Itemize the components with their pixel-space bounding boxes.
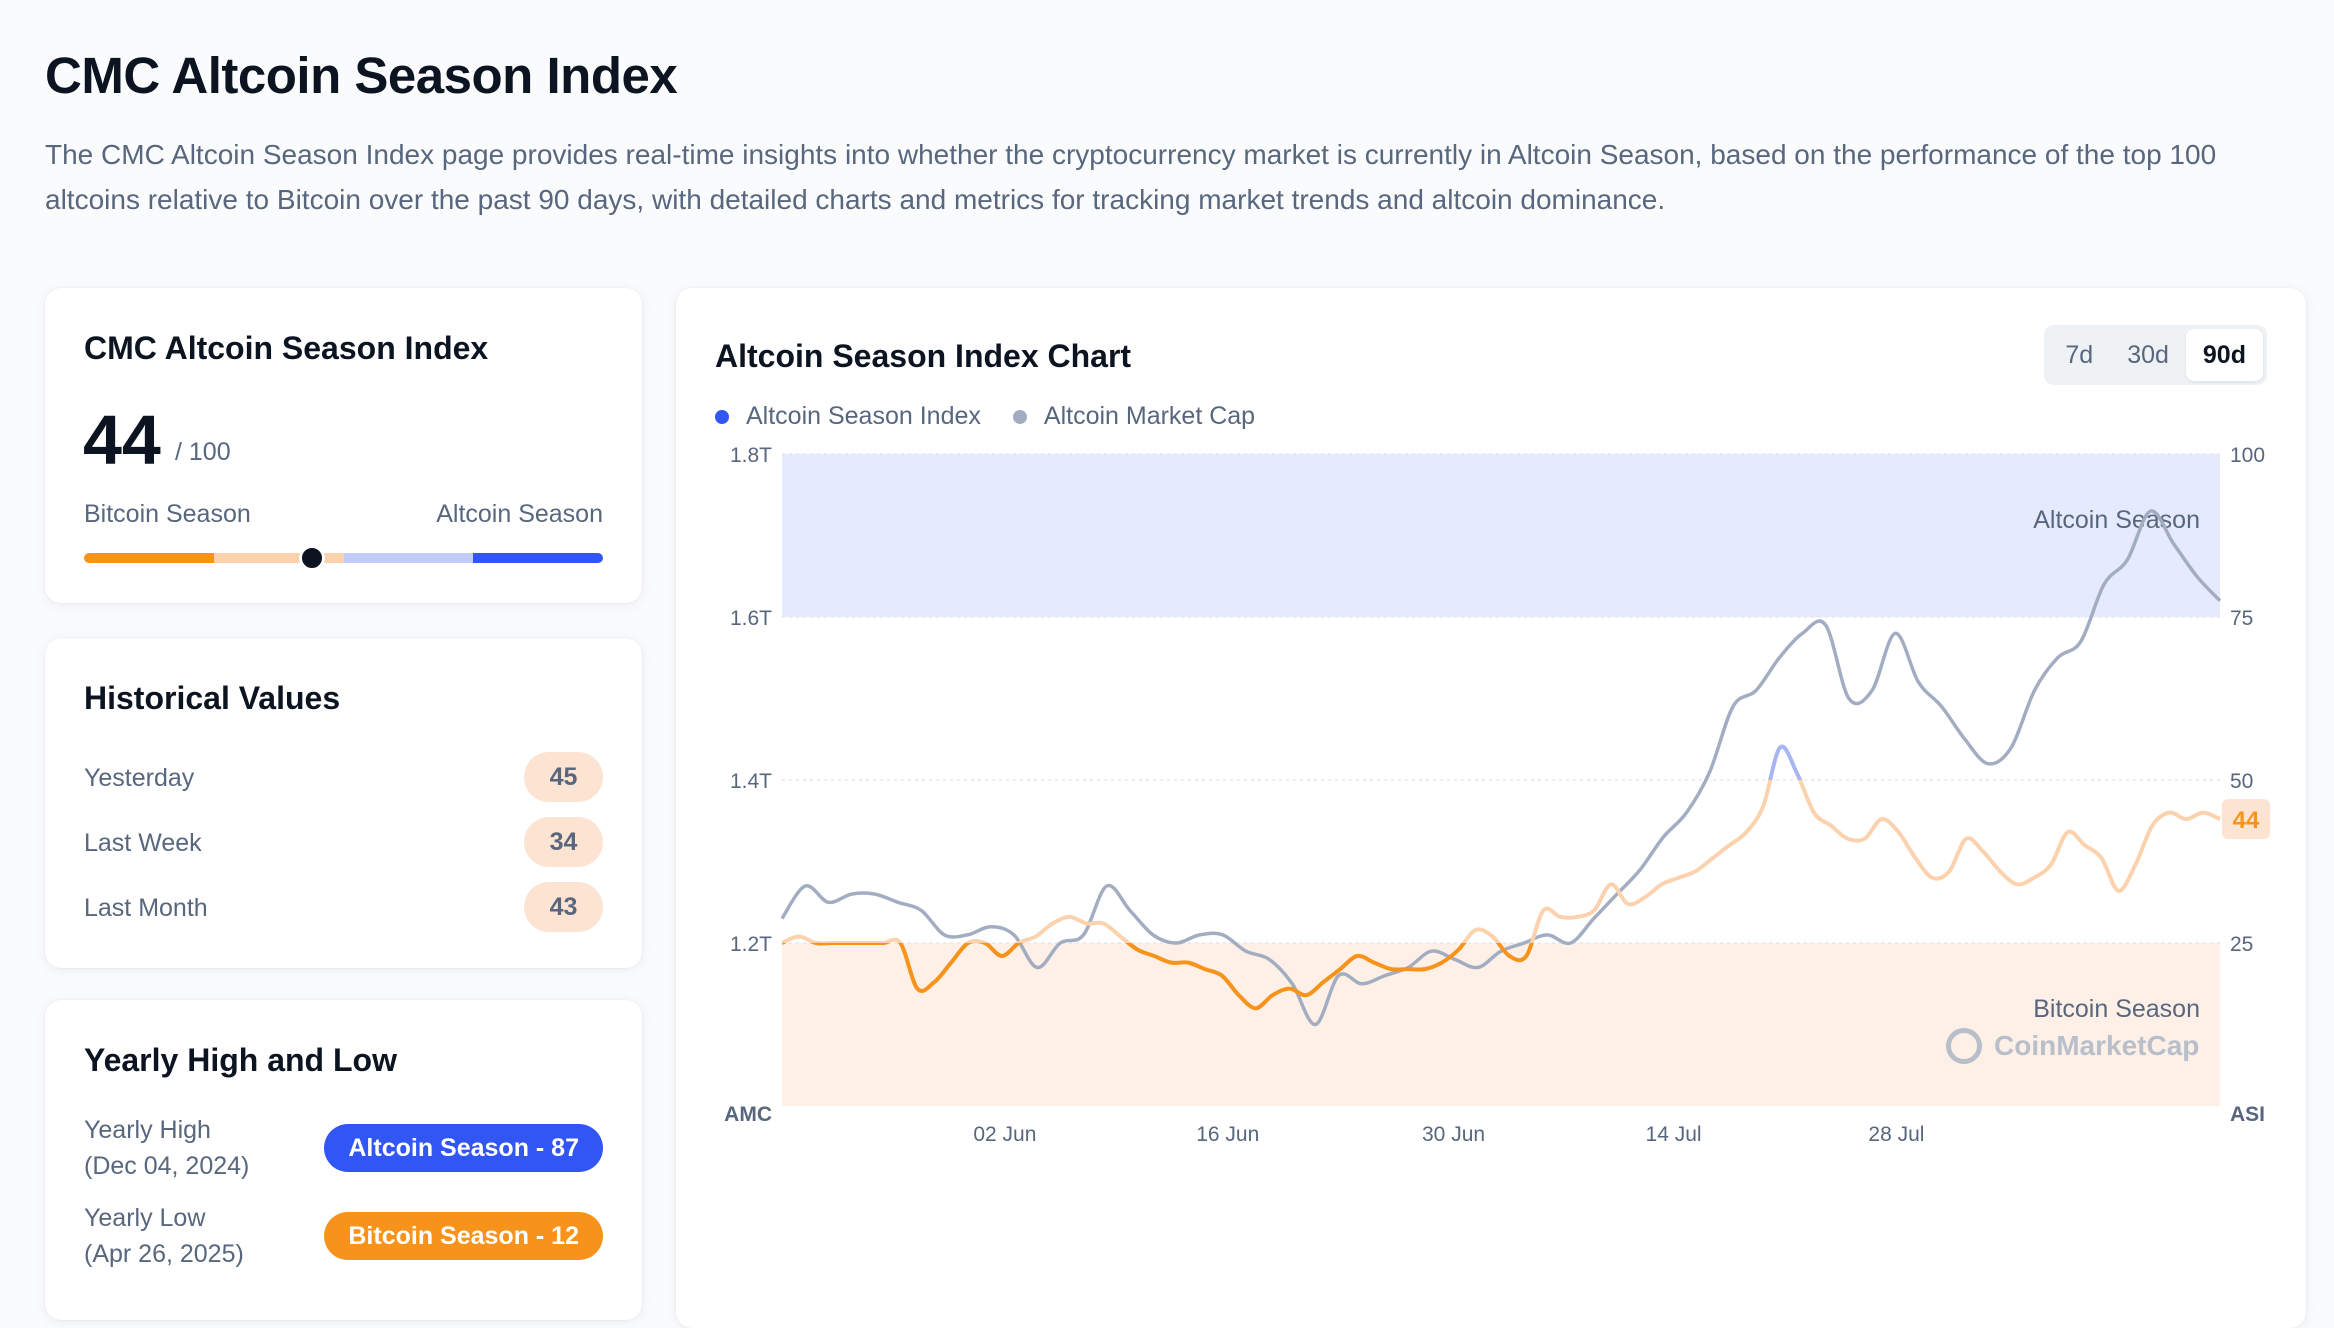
yearly-low-date: (Apr 26, 2025)	[84, 1240, 244, 1268]
legend-dot-grey	[1012, 409, 1027, 424]
historical-label: Yesterday	[84, 764, 195, 792]
tab-90d[interactable]: 90d	[2185, 329, 2263, 381]
x-tick-label: 02 Jun	[973, 1123, 1036, 1146]
legend-item-market-cap[interactable]: Altcoin Market Cap	[1012, 402, 1256, 431]
altcoin-season-chart: Altcoin Season Bitcoin Season 1.2T 1.4T 1.6T…	[724, 444, 2270, 1146]
y-left-tick-label: 1.2T	[730, 933, 772, 956]
page-title: CMC Altcoin Season Index	[45, 47, 678, 104]
altcoin-season-index-card: CMC Altcoin Season Index 44 / 100 Bitcoi…	[45, 288, 642, 603]
watermark-text: CoinMarketCap	[1994, 1030, 2200, 1061]
tab-30d[interactable]: 30d	[2127, 341, 2169, 369]
x-tick-label: 14 Jul	[1646, 1123, 1702, 1146]
y-left-tick-label: 1.4T	[730, 770, 772, 793]
historical-value-pill: 34	[524, 817, 603, 867]
altcoin-season-band	[782, 454, 2220, 617]
yearly-high-label: Yearly High (Dec 04, 2024)	[84, 1116, 250, 1180]
y-right-axis-label: ASI	[2230, 1103, 2265, 1126]
coinmarketcap-watermark: CoinMarketCap	[1946, 1028, 2199, 1064]
x-tick-label: 28 Jul	[1868, 1123, 1924, 1146]
legend-item-asi[interactable]: Altcoin Season Index	[715, 402, 981, 431]
legend-dot-blue	[715, 409, 729, 424]
yearly-high-badge: Altcoin Season - 87	[324, 1124, 603, 1172]
bitcoin-season-band	[782, 943, 2220, 1106]
y-left-tick-label: 1.8T	[730, 444, 772, 467]
index-card-title: CMC Altcoin Season Index	[84, 330, 489, 366]
x-tick-label: 30 Jun	[1422, 1123, 1485, 1146]
x-tick-label: 16 Jun	[1196, 1123, 1259, 1146]
y-right-tick-label: 100	[2230, 444, 2265, 467]
y-right-tick-label: 75	[2230, 607, 2253, 630]
yearly-low-badge: Bitcoin Season - 12	[324, 1212, 603, 1260]
tab-7d[interactable]: 7d	[2065, 341, 2094, 369]
gauge-knob	[299, 545, 326, 571]
coinmarketcap-logo-icon	[1946, 1028, 1982, 1064]
season-gauge	[84, 545, 603, 571]
chart-card: Altcoin Season Bitcoin Season 1.2T 1.4T 1.6T…	[676, 288, 2306, 1328]
current-value-tag	[2222, 799, 2270, 840]
historical-label: Last Month	[84, 894, 208, 922]
yearly-high-row: Yearly High (Dec 04, 2024) Altcoin Season…	[84, 1112, 603, 1184]
historical-values-card: Historical Values Yesterday 45 Last Week…	[45, 638, 642, 968]
altcoin-season-label: Altcoin Season	[436, 500, 603, 528]
historical-row-yesterday: Yesterday 45	[84, 752, 603, 802]
chart-legend: Altcoin Season Index Altcoin Market Cap	[715, 402, 1287, 431]
yearly-high-low-card: Yearly High and Low Yearly High (Dec 04, …	[45, 1000, 642, 1320]
y-right-tick-label: 25	[2230, 933, 2253, 956]
bitcoin-season-label: Bitcoin Season	[84, 500, 251, 528]
gauge-segment-altcoin-strong	[473, 553, 603, 563]
gauge-segment-altcoin-light	[343, 553, 474, 563]
page-description: The CMC Altcoin Season Index page provid…	[45, 139, 2217, 215]
legend-label: Altcoin Market Cap	[1043, 402, 1256, 430]
historical-row-last-week: Last Week 34	[84, 817, 603, 867]
historical-row-last-month: Last Month 43	[84, 882, 603, 932]
asi-line	[781, 744, 2221, 1011]
historical-title: Historical Values	[84, 680, 341, 716]
yearly-low-row: Yearly Low (Apr 26, 2025) Bitcoin Season …	[84, 1200, 603, 1272]
yearly-title: Yearly High and Low	[84, 1042, 397, 1078]
historical-value-pill: 45	[524, 752, 603, 802]
y-left-axis-label: AMC	[724, 1103, 772, 1126]
index-max: / 100	[175, 438, 231, 466]
altcoin-season-band-label: Altcoin Season	[2033, 506, 2200, 534]
current-value-label: 44	[2233, 807, 2260, 834]
gauge-segment-bitcoin-strong	[84, 553, 214, 563]
y-left-tick-label: 1.6T	[730, 607, 772, 630]
y-right-tick-label: 50	[2230, 770, 2253, 793]
historical-label: Last Week	[84, 829, 202, 857]
gauge-segment-bitcoin-light	[213, 553, 344, 563]
range-tabs: 7d 30d 90d	[2044, 325, 2267, 385]
historical-value-pill: 43	[524, 882, 603, 932]
yearly-low-label: Yearly Low (Apr 26, 2025)	[84, 1204, 244, 1268]
yearly-high-date: (Dec 04, 2024)	[84, 1152, 250, 1180]
index-value: 44	[83, 401, 161, 479]
bitcoin-season-band-label: Bitcoin Season	[2033, 995, 2200, 1023]
chart-title: Altcoin Season Index Chart	[715, 338, 1132, 374]
legend-label: Altcoin Season Index	[746, 402, 981, 430]
